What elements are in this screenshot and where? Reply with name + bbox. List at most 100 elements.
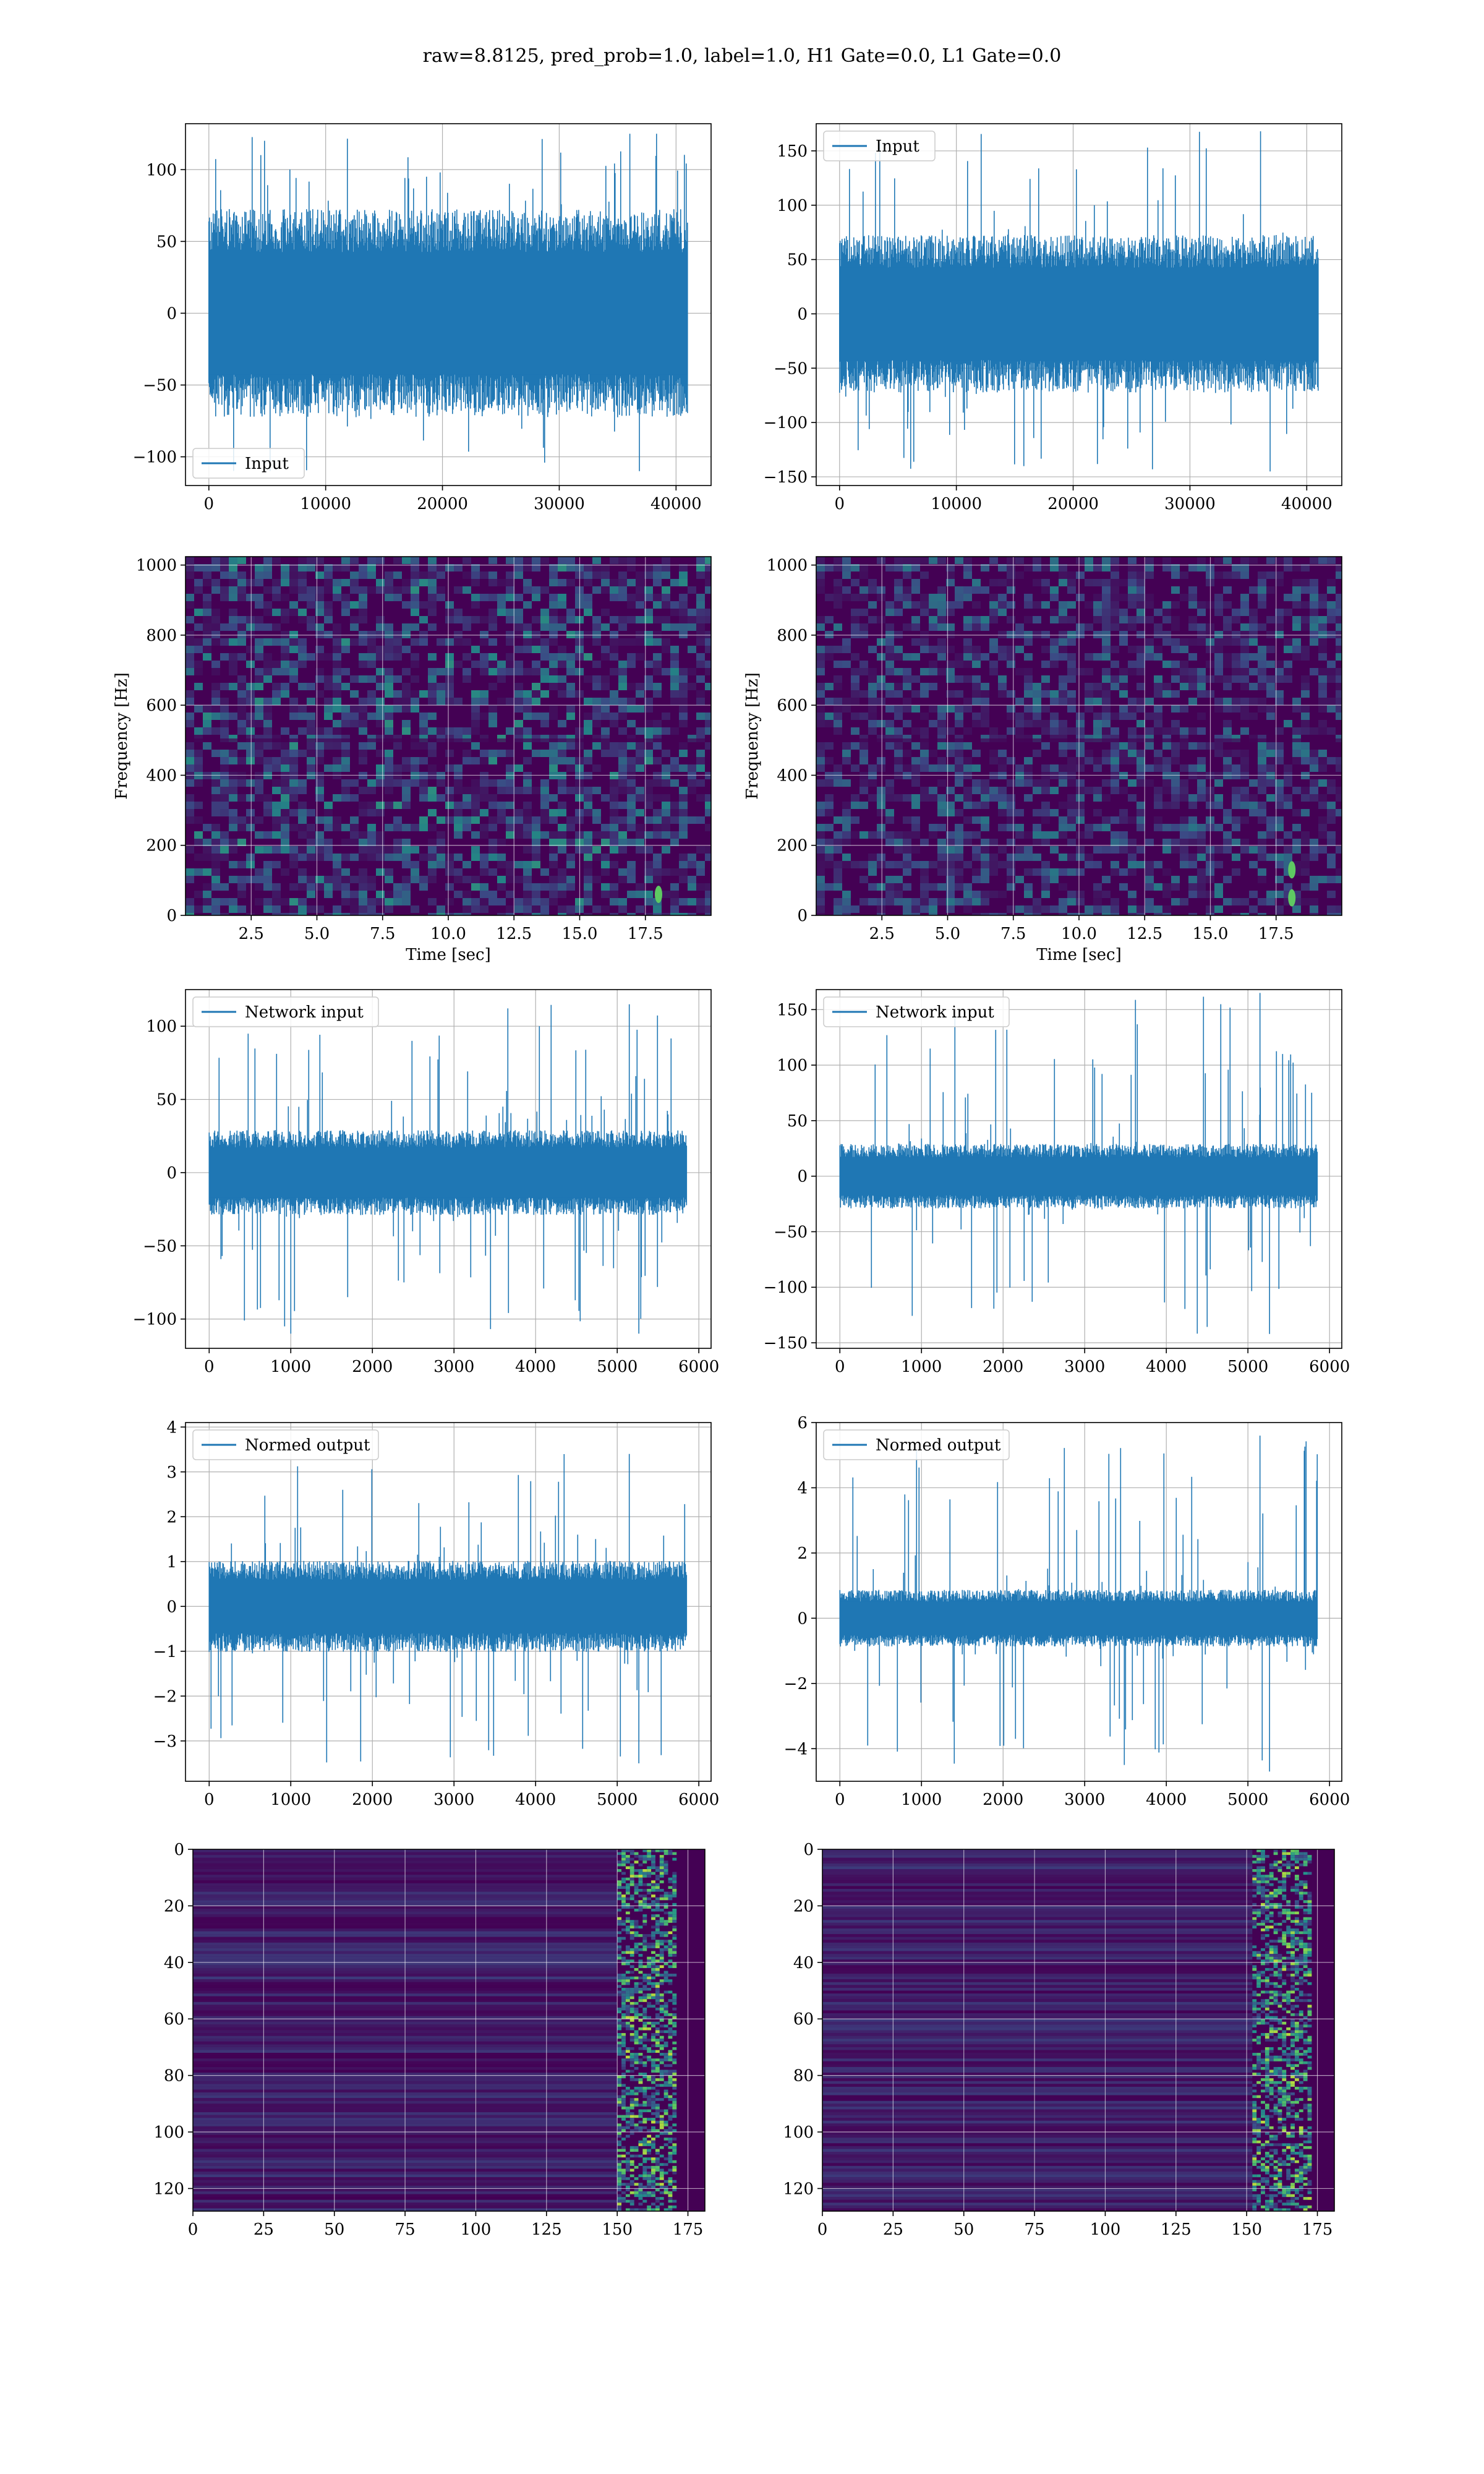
y-tick-label: −50 (143, 377, 177, 395)
x-tick-label: 75 (1025, 2220, 1045, 2239)
y-tick-label: 80 (164, 2067, 184, 2086)
y-tick-label: −4 (784, 1740, 808, 1758)
x-tick-label: 15.0 (1193, 925, 1229, 943)
x-tick-label: 0 (817, 2220, 828, 2239)
x-tick-label: 0 (835, 1358, 845, 1376)
x-tick-label: 20000 (1047, 495, 1099, 513)
legend: Normed output (823, 1429, 1010, 1460)
y-tick-label: −50 (143, 1237, 177, 1256)
y-tick-label: 120 (153, 2180, 184, 2198)
plot-area (822, 1849, 1334, 2211)
x-tick-label: 50 (324, 2220, 344, 2239)
x-tick-label: 50 (953, 2220, 974, 2239)
y-tick-label: 50 (787, 251, 808, 270)
y-tick-label: 3 (166, 1463, 177, 1482)
hotspot (1288, 889, 1296, 907)
plot-area (186, 557, 711, 915)
y-tick-label: −50 (774, 359, 808, 378)
x-tick-label: 2000 (983, 1358, 1023, 1376)
y-tick-label: 600 (146, 696, 177, 715)
x-tick-label: 4000 (1146, 1358, 1187, 1376)
y-tick-label: 40 (793, 1954, 814, 1972)
x-tick-label: 2000 (983, 1791, 1023, 1809)
plot-area (193, 1849, 705, 2211)
x-tick-label: 125 (1161, 2220, 1192, 2239)
x-tick-label: 40000 (1281, 495, 1333, 513)
panel-p7: Normed output 0 1000 2000 3000 4000 5000 6000 −3… (153, 1418, 720, 1809)
panel-p2: Input 0 10000 20000 30000 40000 −150 −100 −50 0 50… (764, 123, 1342, 513)
y-tick-label: −100 (764, 1278, 808, 1297)
x-tick-label: 7.5 (1000, 925, 1026, 943)
x-tick-label: 100 (1090, 2220, 1121, 2239)
x-tick-label: 17.5 (628, 925, 663, 943)
y-tick-label: 100 (146, 161, 177, 179)
legend: Network input (192, 996, 379, 1027)
legend-frame (823, 131, 936, 161)
legend: Network input (823, 996, 1010, 1027)
y-tick-label: 200 (777, 837, 808, 855)
y-tick-label: 0 (797, 305, 808, 323)
x-tick-label: 6000 (678, 1791, 719, 1809)
x-tick-label: 100 (461, 2220, 492, 2239)
y-tick-label: −2 (153, 1687, 177, 1706)
x-tick-label: 6000 (1309, 1358, 1350, 1376)
x-tick-label: 17.5 (1258, 925, 1294, 943)
y-tick-label: 2 (797, 1544, 808, 1563)
x-tick-label: 3000 (433, 1791, 474, 1809)
x-tick-label: 40000 (650, 495, 702, 513)
axes-frame (816, 1422, 1342, 1782)
x-tick-label: 10.0 (1061, 925, 1097, 943)
legend-frame (823, 1429, 1010, 1460)
x-tick-label: 5000 (597, 1791, 638, 1809)
axes-frame (185, 989, 712, 1349)
y-tick-label: −50 (774, 1223, 808, 1241)
y-tick-label: 100 (783, 2123, 814, 2142)
x-tick-label: 20000 (417, 495, 468, 513)
x-tick-label: 5000 (1227, 1358, 1268, 1376)
legend-entry: Input (245, 455, 289, 473)
x-tick-label: 3000 (1064, 1791, 1105, 1809)
x-tick-label: 175 (1302, 2220, 1333, 2239)
panel-p10: 0 25 50 75 100 125 150 175 0 20 40 60 80 100 120 (783, 1841, 1335, 2239)
plot-area (816, 557, 1342, 915)
x-tick-label: 0 (835, 1791, 845, 1809)
y-tick-label: 0 (166, 907, 177, 925)
y-tick-label: 1 (166, 1553, 177, 1572)
axes-frame (816, 123, 1342, 486)
x-tick-label: 4000 (1146, 1791, 1187, 1809)
x-tick-label: 1000 (270, 1791, 311, 1809)
y-tick-label: 600 (777, 696, 808, 715)
y-tick-label: 20 (793, 1897, 814, 1915)
legend-frame (192, 448, 305, 479)
y-tick-label: 4 (797, 1479, 808, 1497)
y-tick-label: 100 (153, 2123, 184, 2142)
y-tick-label: −100 (133, 1311, 177, 1329)
plot-area (816, 124, 1342, 486)
x-tick-label: 5000 (597, 1358, 638, 1376)
legend-entry: Normed output (876, 1436, 1001, 1455)
x-tick-label: 5.0 (935, 925, 960, 943)
y-tick-label: 150 (777, 142, 808, 161)
y-tick-label: 50 (787, 1112, 808, 1131)
x-tick-label: 4000 (515, 1358, 556, 1376)
y-tick-label: 100 (146, 1017, 177, 1036)
x-tick-label: 0 (204, 495, 215, 513)
x-tick-label: 2000 (352, 1358, 393, 1376)
y-tick-label: −150 (764, 1334, 808, 1353)
legend-entry: Normed output (245, 1436, 370, 1455)
series-band (209, 1580, 687, 1633)
y-tick-label: 0 (166, 1598, 177, 1616)
plot-area (186, 1423, 711, 1781)
x-tick-label: 0 (835, 495, 845, 513)
y-tick-label: 50 (156, 233, 177, 251)
x-tick-label: 5.0 (304, 925, 330, 943)
y-tick-label: 400 (146, 766, 177, 785)
legend-entry: Network input (245, 1003, 364, 1022)
y-tick-label: 0 (166, 1164, 177, 1183)
series-band (208, 252, 688, 375)
y-tick-label: 800 (146, 627, 177, 645)
y-tick-label: 60 (793, 2010, 814, 2029)
y-tick-label: 120 (783, 2180, 814, 2198)
x-tick-label: 6000 (678, 1358, 719, 1376)
